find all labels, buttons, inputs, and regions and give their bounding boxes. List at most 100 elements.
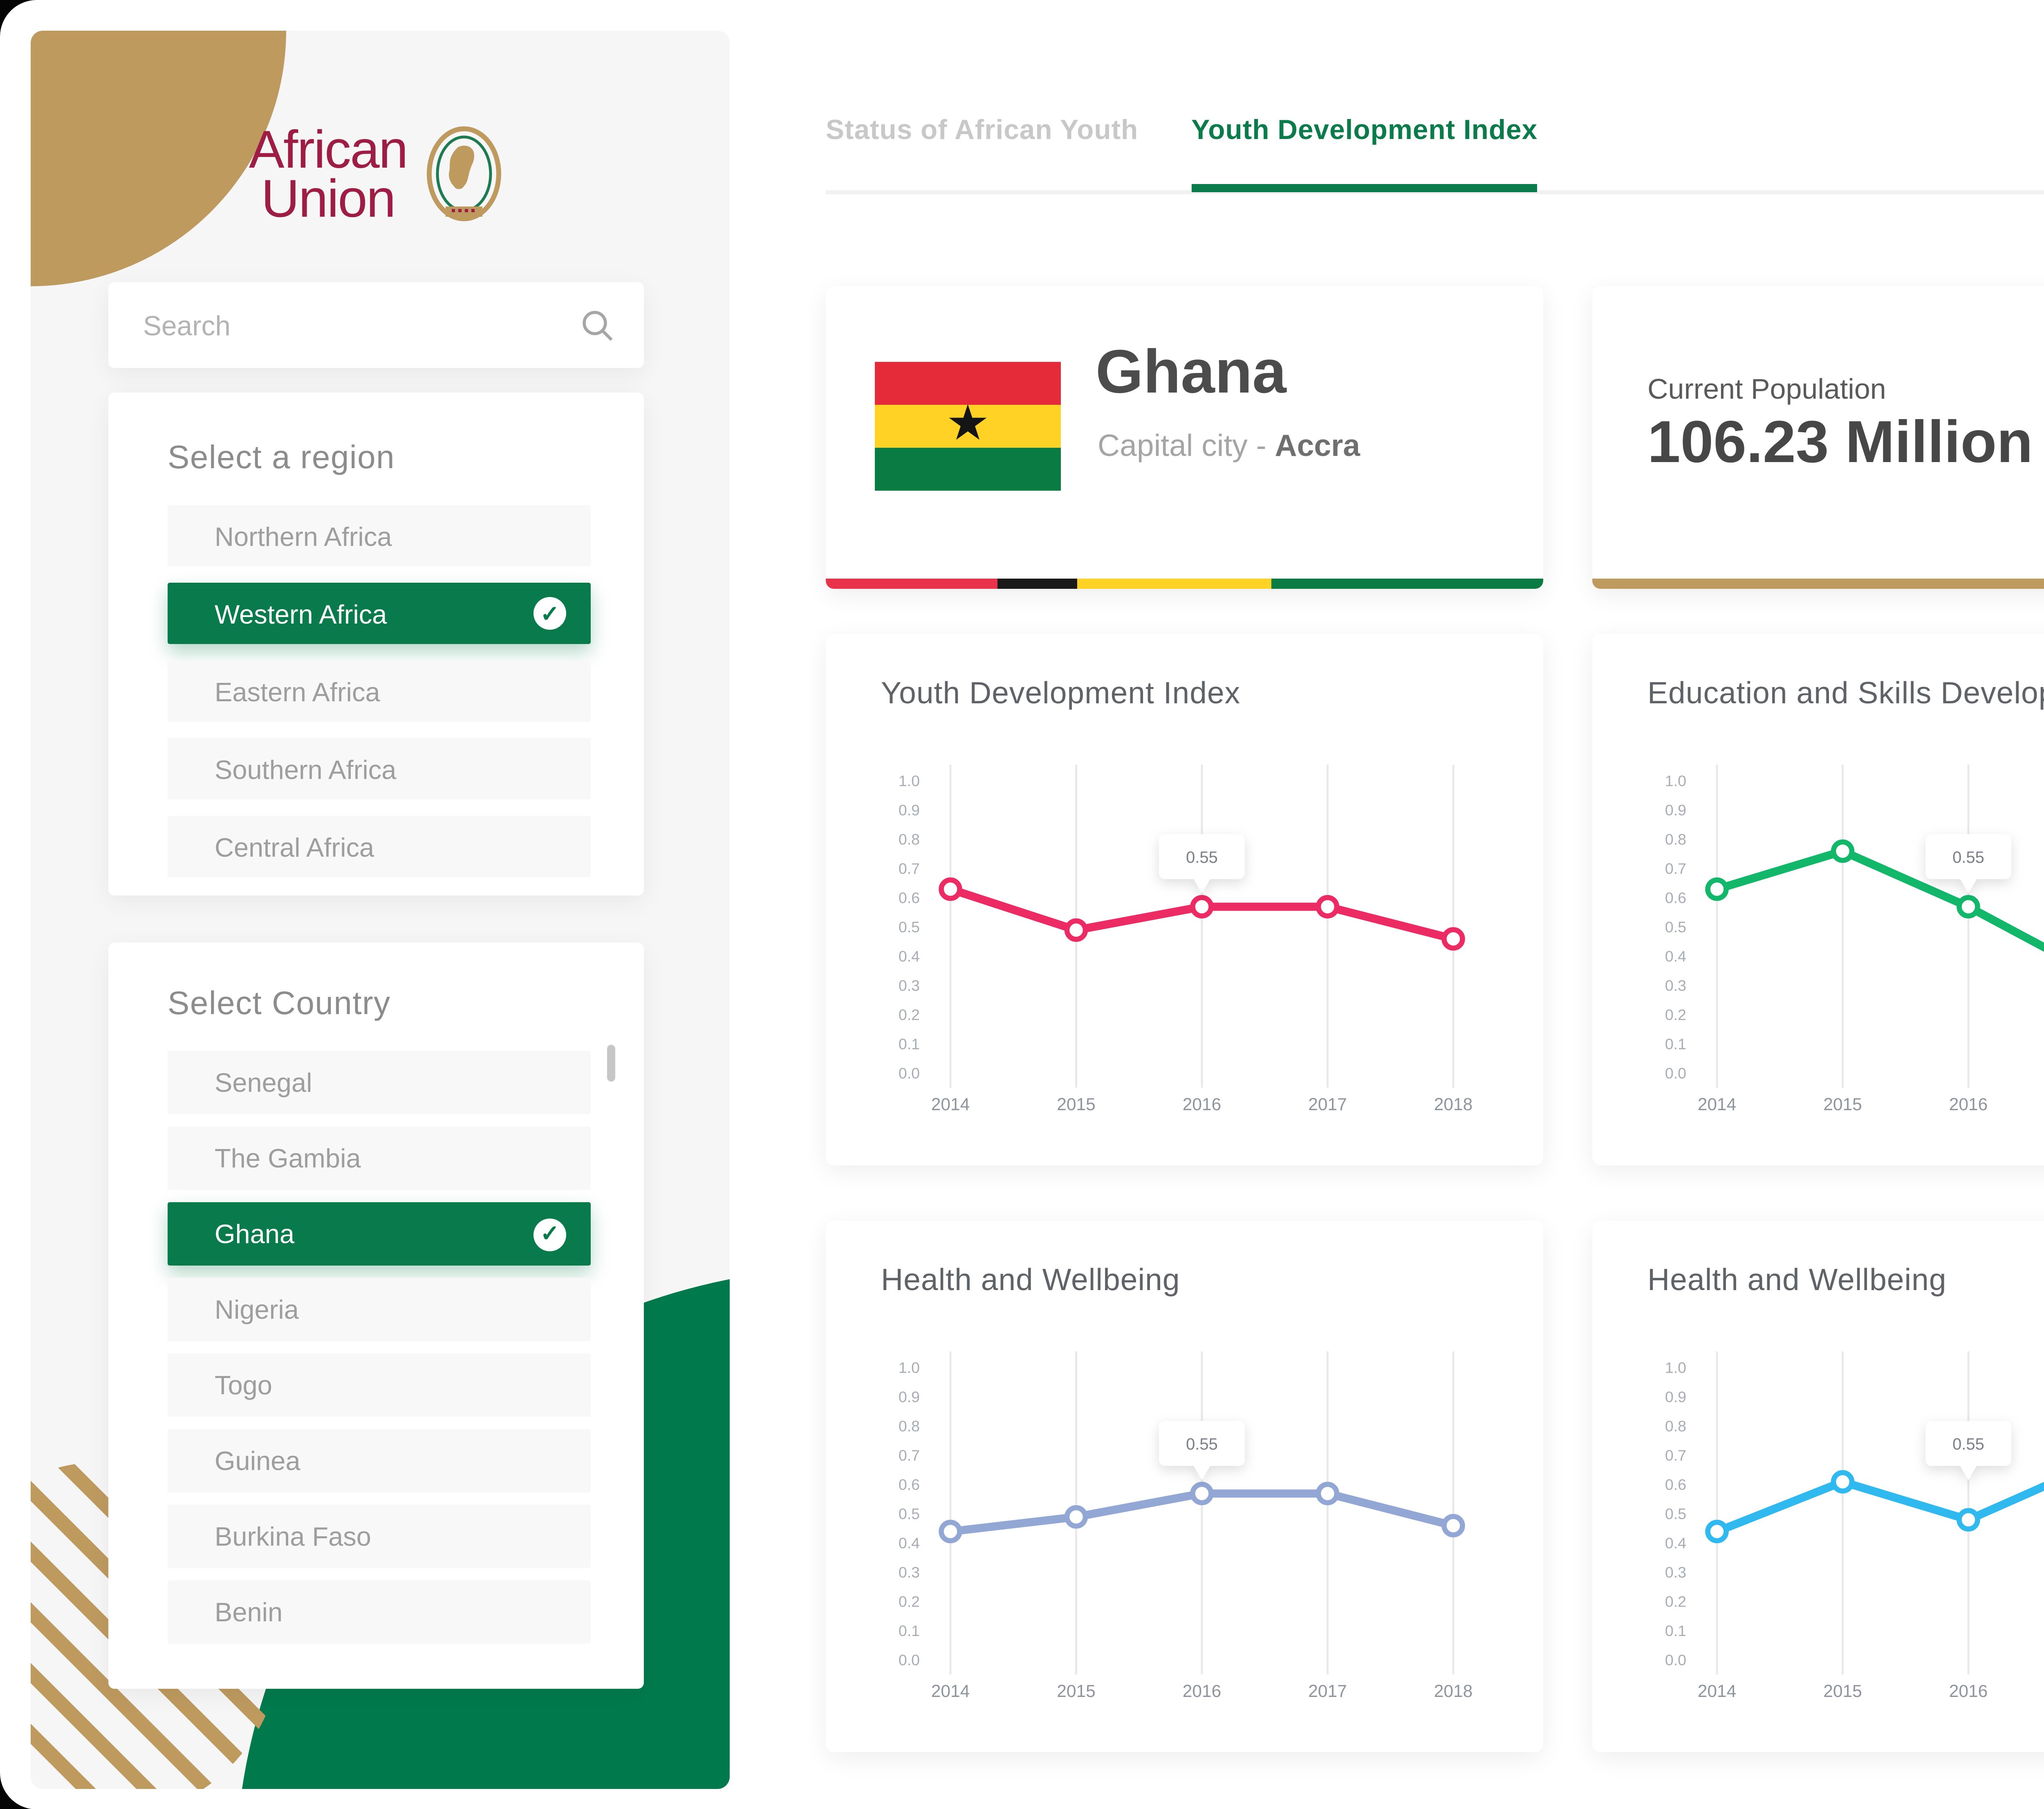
region-option-northern-africa[interactable]: Northern Africa	[168, 505, 591, 566]
svg-text:0.1: 0.1	[899, 1622, 920, 1639]
chart-title: Education and Skills Development	[1647, 677, 2044, 711]
svg-text:0.9: 0.9	[1665, 1388, 1686, 1405]
country-option-the-gambia[interactable]: The Gambia	[168, 1127, 591, 1190]
svg-text:0.8: 0.8	[899, 831, 920, 848]
line-chart: 1.0 0.9 0.8 0.7 0.6 0.5 0.4 0.3 0.2 0.1 0.0 2014 201…	[899, 765, 1472, 1114]
card-accent-bar	[1592, 579, 2044, 589]
svg-text:1.0: 1.0	[899, 772, 920, 790]
country-option-ghana[interactable]: Ghana ✓	[168, 1202, 591, 1266]
svg-text:0.55: 0.55	[1952, 848, 1984, 866]
svg-text:0.1: 0.1	[899, 1035, 920, 1053]
svg-text:2014: 2014	[931, 1682, 970, 1701]
svg-text:0.2: 0.2	[1665, 1006, 1686, 1023]
search-box[interactable]	[108, 282, 644, 368]
svg-text:0.6: 0.6	[899, 1476, 920, 1493]
svg-text:0.4: 0.4	[1665, 1535, 1686, 1552]
region-option-eastern-africa[interactable]: Eastern Africa	[168, 660, 591, 722]
option-label: The Gambia	[215, 1143, 361, 1174]
search-input[interactable]	[143, 310, 580, 341]
svg-text:0.2: 0.2	[899, 1006, 920, 1023]
svg-text:2015: 2015	[1057, 1095, 1096, 1114]
tab-status-of-african-youth[interactable]: Status of African Youth	[826, 114, 1139, 145]
current-population-card: Current Population 106.23 Million	[1592, 286, 2044, 589]
flag-bar-segment	[1271, 579, 1543, 589]
option-label: Guinea	[215, 1445, 300, 1476]
svg-text:2014: 2014	[931, 1095, 970, 1114]
flag-red-stripe	[875, 362, 1061, 405]
option-label: Nigeria	[215, 1294, 299, 1325]
svg-text:0.7: 0.7	[899, 1447, 920, 1464]
chart-card-3: Health and Wellbeing 1.0 0.9 0.8 0.7 0.6 0.5 0.…	[826, 1221, 1543, 1752]
option-label: Benin	[215, 1597, 283, 1627]
svg-text:2018: 2018	[1434, 1682, 1473, 1701]
charts-row-2: Health and Wellbeing 1.0 0.9 0.8 0.7 0.6 0.5 0.…	[826, 1221, 2044, 1752]
chart-title: Health and Wellbeing	[1647, 1264, 1947, 1298]
chart-tooltip	[1925, 834, 2011, 893]
svg-text:0.9: 0.9	[899, 801, 920, 819]
option-label: Senegal	[215, 1067, 312, 1098]
country-summary-card: ★ Ghana Capital city - Accra	[826, 286, 1543, 589]
svg-text:0.6: 0.6	[1665, 889, 1686, 907]
flag-green-stripe	[875, 448, 1061, 491]
chart-tooltip	[1925, 1421, 2011, 1480]
option-label: Northern Africa	[215, 520, 392, 551]
svg-text:2015: 2015	[1823, 1682, 1862, 1701]
line-chart: 1.0 0.9 0.8 0.7 0.6 0.5 0.4 0.3 0.2 0.1 0.0 2014 201…	[1665, 765, 2044, 1114]
check-icon: ✓	[533, 1217, 566, 1250]
country-option-benin[interactable]: Benin	[168, 1580, 591, 1644]
chart-title: Youth Development Index	[881, 677, 1241, 711]
flag-star-icon: ★	[946, 397, 990, 452]
country-option-guinea[interactable]: Guinea	[168, 1429, 591, 1493]
option-label: Ghana	[215, 1219, 295, 1249]
svg-text:2016: 2016	[1183, 1095, 1221, 1114]
svg-text:0.6: 0.6	[1665, 1476, 1686, 1493]
svg-text:0.2: 0.2	[1665, 1593, 1686, 1610]
region-list: Northern Africa Western Africa ✓ Eastern Af…	[168, 505, 591, 877]
svg-text:0.5: 0.5	[899, 1505, 920, 1522]
option-label: Southern Africa	[215, 753, 397, 784]
svg-text:0.55: 0.55	[1952, 1435, 1984, 1453]
tab-bar: Status of African Youth Youth Development…	[826, 114, 2044, 194]
search-icon[interactable]	[580, 308, 615, 343]
svg-text:0.3: 0.3	[899, 1564, 920, 1581]
svg-text:0.7: 0.7	[899, 860, 920, 877]
au-emblem-icon	[427, 126, 502, 221]
flag-bar-segment	[998, 579, 1077, 589]
svg-text:2017: 2017	[1308, 1095, 1347, 1114]
flag-bar-segment	[1077, 579, 1271, 589]
svg-text:2016: 2016	[1183, 1682, 1221, 1701]
logo-text: African Union	[249, 123, 408, 225]
svg-text:0.1: 0.1	[1665, 1622, 1686, 1639]
line-chart: 1.0 0.9 0.8 0.7 0.6 0.5 0.4 0.3 0.2 0.1 0.0 2014 201…	[1665, 1351, 2044, 1701]
option-label: Eastern Africa	[215, 676, 380, 707]
svg-text:0.3: 0.3	[899, 977, 920, 994]
svg-text:0.55: 0.55	[1186, 1435, 1218, 1453]
charts-row-1: Youth Development Index 1.0 0.9 0.8 0.7 0.6 0.…	[826, 634, 2044, 1165]
svg-text:0.6: 0.6	[899, 889, 920, 907]
svg-text:0.7: 0.7	[1665, 860, 1686, 877]
option-label: Central Africa	[215, 831, 374, 862]
svg-text:0.9: 0.9	[1665, 801, 1686, 819]
svg-text:0.5: 0.5	[1665, 1505, 1686, 1522]
ghana-flag-icon: ★	[875, 362, 1061, 491]
country-select-card: Select Country Senegal The Gambia Ghana ✓ Ni…	[108, 943, 644, 1689]
country-option-nigeria[interactable]: Nigeria	[168, 1278, 591, 1341]
region-select-card: Select a region Northern Africa Western A…	[108, 393, 644, 896]
svg-text:0.9: 0.9	[899, 1388, 920, 1405]
region-option-western-africa[interactable]: Western Africa ✓	[168, 583, 591, 644]
svg-text:0.8: 0.8	[1665, 1418, 1686, 1435]
tab-youth-development-index[interactable]: Youth Development Index	[1191, 114, 1539, 192]
svg-text:2014: 2014	[1698, 1095, 1737, 1114]
svg-text:0.4: 0.4	[899, 1535, 920, 1552]
country-list-scrollbar[interactable]	[607, 1045, 615, 1082]
region-option-central-africa[interactable]: Central Africa	[168, 816, 591, 877]
country-option-togo[interactable]: Togo	[168, 1353, 591, 1417]
country-section-title: Select Country	[168, 988, 391, 1022]
chart-card-0: Youth Development Index 1.0 0.9 0.8 0.7 0.6 0.…	[826, 634, 1543, 1165]
region-option-southern-africa[interactable]: Southern Africa	[168, 738, 591, 799]
sidebar: African Union Select	[31, 31, 730, 1789]
svg-text:0.1: 0.1	[1665, 1035, 1686, 1053]
country-option-senegal[interactable]: Senegal	[168, 1051, 591, 1114]
country-option-burkina-faso[interactable]: Burkina Faso	[168, 1505, 591, 1568]
